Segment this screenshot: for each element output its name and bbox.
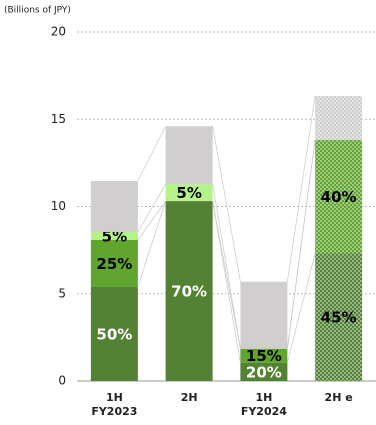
x-tick-label: FY2024 xyxy=(241,405,287,418)
y-tick-label: 15 xyxy=(51,112,66,126)
y-tick-label: 5 xyxy=(58,286,66,300)
bar-segment xyxy=(240,348,288,363)
y-tick-label: 0 xyxy=(58,374,66,388)
connector xyxy=(137,200,166,288)
x-tick-label: 2H xyxy=(181,391,198,404)
bar-segment xyxy=(165,201,213,381)
connector xyxy=(212,201,241,363)
segment-label: 50% xyxy=(96,325,132,343)
connector xyxy=(137,126,166,182)
connector xyxy=(212,126,241,282)
segment-label: 15% xyxy=(246,347,282,365)
y-tick-label: 10 xyxy=(51,199,66,213)
connector xyxy=(287,253,316,363)
bar-segment xyxy=(240,362,288,381)
segment-label: 45% xyxy=(321,309,357,327)
y-axis-label: (Billions of JPY) xyxy=(4,6,71,16)
connector xyxy=(212,201,241,349)
bar-segment xyxy=(315,253,363,381)
bar-segment xyxy=(240,281,288,349)
bar-segment xyxy=(165,184,213,202)
bar-segment xyxy=(315,96,363,141)
segment-label: 20% xyxy=(246,363,282,381)
bar-segment xyxy=(90,181,138,232)
bar-segment xyxy=(165,126,213,185)
x-tick-label: FY2023 xyxy=(91,405,137,418)
segment-label: 25% xyxy=(96,255,132,273)
connector xyxy=(287,139,316,349)
bar-segment xyxy=(315,140,363,254)
bar-segment xyxy=(90,240,138,287)
segment-label: 5% xyxy=(176,184,201,202)
connector xyxy=(137,200,166,241)
connector xyxy=(287,95,316,282)
x-tick-label: 1H xyxy=(106,391,123,404)
y-tick-label: 20 xyxy=(51,25,66,39)
bar-segment xyxy=(90,231,138,241)
segment-label: 40% xyxy=(321,188,357,206)
segment-label: 5% xyxy=(102,227,127,245)
x-tick-label: 2H e xyxy=(325,391,353,404)
x-tick-label: 1H xyxy=(255,391,272,404)
bar-segment xyxy=(90,286,138,381)
segment-label: 70% xyxy=(171,283,207,301)
connector xyxy=(212,184,241,349)
connector xyxy=(137,183,166,233)
